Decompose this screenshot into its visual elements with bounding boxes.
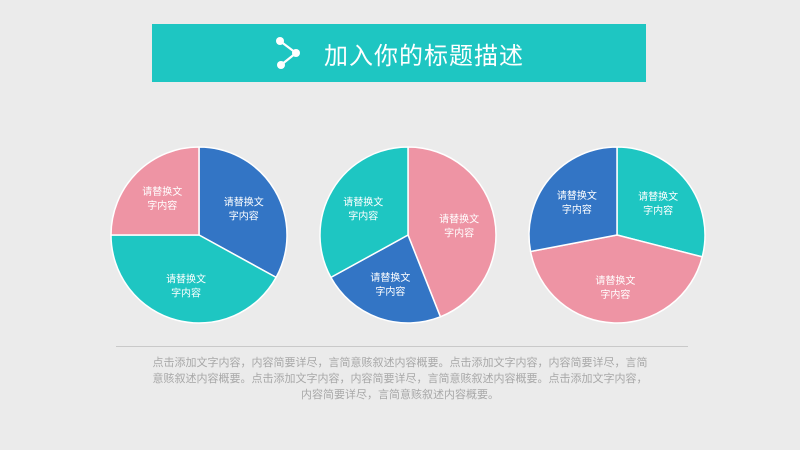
pie-3-slice-2 bbox=[529, 234, 703, 324]
pie-chart-2: 请替换文字内容 请替换文字内容 请替换文字内容 bbox=[313, 140, 503, 330]
pie-chart-1: 请替换文字内容 请替换文字内容 请替换文字内容 bbox=[104, 140, 294, 330]
pie-1-slice-1-label: 请替换文字内容 bbox=[224, 196, 264, 223]
pie-2-slice-3-label: 请替换文字内容 bbox=[343, 196, 383, 223]
footer-description: 点击添加文字内容，内容简要详尽，言简意赅叙述内容概要。点击添加文字内容，内容简要… bbox=[152, 356, 648, 401]
page-title: 加入你的标题描述 bbox=[324, 41, 524, 70]
pie-3-slice-2-label: 请替换文字内容 bbox=[595, 274, 635, 301]
pie-1-slice-1 bbox=[198, 146, 288, 279]
title-banner: 加入你的标题描述 bbox=[152, 24, 646, 82]
pie-3-slice-1-label: 请替换文字内容 bbox=[638, 190, 678, 217]
pie-1-slice-2 bbox=[110, 234, 277, 324]
pie-2-slice-2 bbox=[330, 234, 442, 324]
pie-1-slice-3-label: 请替换文字内容 bbox=[142, 185, 182, 212]
pie-3-slice-1 bbox=[616, 146, 706, 258]
share-node-icon bbox=[276, 37, 300, 69]
pie-2-slice-1-label: 请替换文字内容 bbox=[439, 212, 479, 239]
pie-chart-3: 请替换文字内容 请替换文字内容 请替换文字内容 bbox=[522, 140, 712, 330]
pie-1-slice-3 bbox=[110, 146, 200, 236]
pie-2-slice-2-label: 请替换文字内容 bbox=[370, 271, 410, 298]
divider bbox=[116, 346, 688, 347]
pie-1-slice-2-label: 请替换文字内容 bbox=[166, 272, 206, 299]
pie-2-slice-3 bbox=[319, 146, 409, 279]
pie-2-slice-1 bbox=[407, 146, 497, 318]
pie-3-slice-3 bbox=[528, 146, 618, 253]
pie-3-slice-3-label: 请替换文字内容 bbox=[557, 189, 597, 216]
